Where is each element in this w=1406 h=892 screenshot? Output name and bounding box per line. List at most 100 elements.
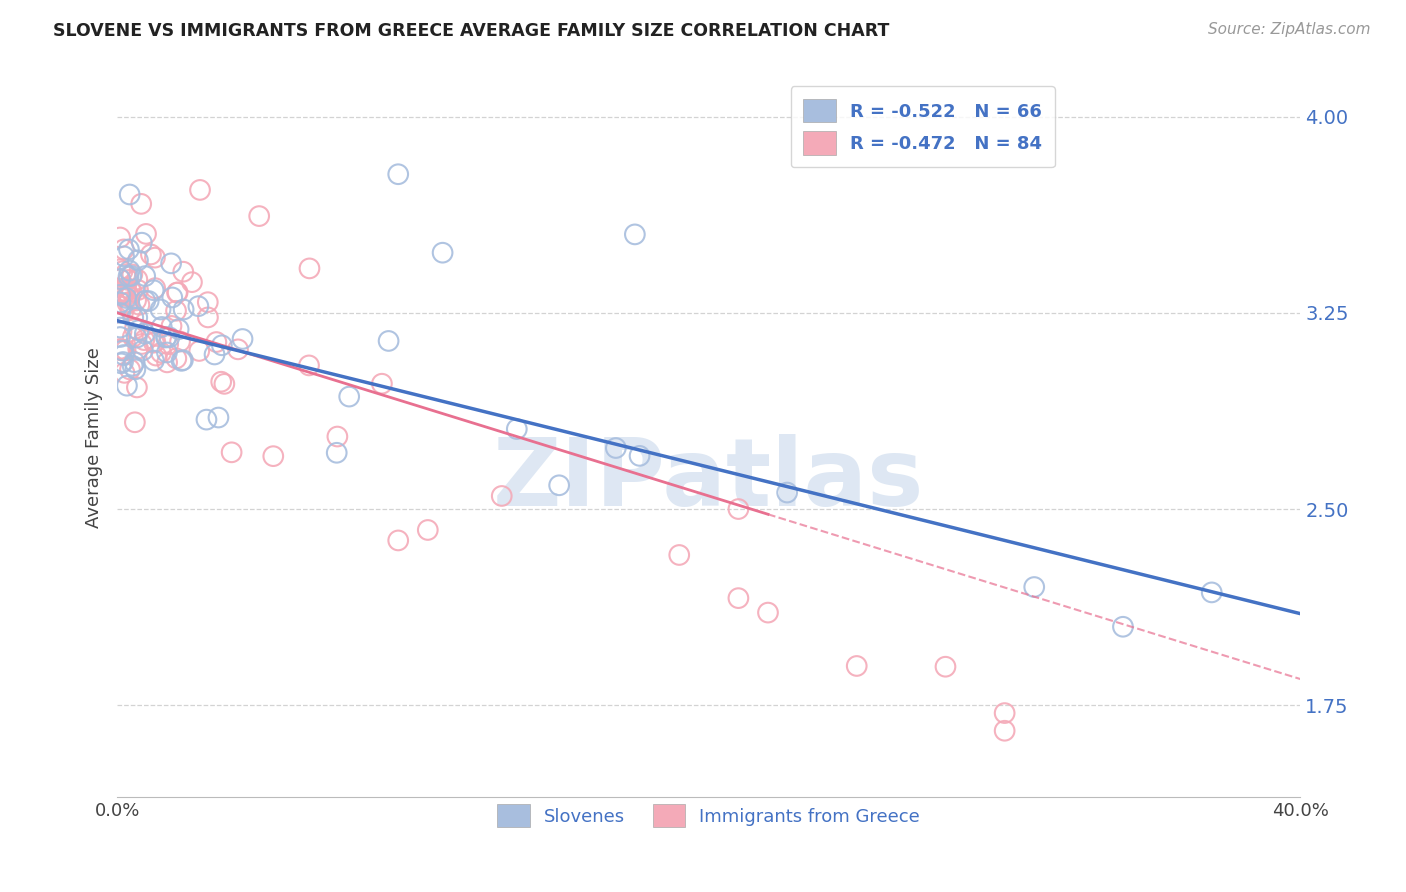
Point (187, 299, 209, 313)
Point (491, 489, 513, 503)
Point (548, 478, 571, 492)
Point (131, 337, 153, 351)
Point (112, 249, 135, 263)
Point (110, 356, 132, 370)
Point (108, 342, 131, 356)
Point (124, 321, 146, 335)
Point (111, 343, 134, 357)
Point (118, 187, 141, 202)
Point (118, 362, 141, 376)
Point (129, 197, 152, 211)
Point (134, 333, 156, 347)
Point (325, 446, 347, 460)
Point (170, 354, 193, 368)
Point (122, 310, 145, 325)
Point (165, 303, 187, 318)
Point (125, 380, 148, 394)
Point (211, 338, 233, 352)
Point (150, 320, 173, 334)
Point (125, 331, 148, 345)
Point (247, 209, 270, 223)
Point (776, 485, 799, 500)
Point (128, 323, 150, 337)
Point (108, 272, 131, 286)
Point (142, 283, 165, 297)
Point (124, 355, 146, 369)
Point (149, 302, 172, 317)
Point (1201, 585, 1223, 599)
Point (117, 269, 139, 284)
Point (221, 445, 243, 459)
Point (727, 591, 749, 606)
Point (155, 330, 177, 344)
Point (934, 659, 956, 673)
Point (143, 251, 166, 265)
Point (195, 412, 218, 426)
Point (120, 303, 142, 318)
Point (197, 295, 219, 310)
Point (127, 310, 149, 325)
Point (150, 345, 173, 359)
Point (181, 275, 204, 289)
Point (605, 441, 627, 455)
Point (207, 410, 229, 425)
Point (143, 334, 166, 349)
Point (124, 415, 146, 429)
Point (128, 298, 150, 312)
Point (127, 253, 149, 268)
Point (197, 310, 219, 325)
Point (628, 449, 651, 463)
Point (135, 227, 157, 241)
Point (387, 167, 409, 181)
Point (214, 376, 236, 391)
Point (112, 243, 135, 257)
Point (387, 533, 409, 548)
Point (125, 293, 148, 308)
Point (139, 247, 162, 261)
Point (226, 343, 249, 357)
Point (416, 523, 439, 537)
Point (115, 378, 138, 392)
Point (160, 318, 183, 333)
Point (121, 330, 143, 344)
Point (1112, 620, 1135, 634)
Point (120, 282, 142, 296)
Point (204, 347, 226, 361)
Point (118, 263, 141, 277)
Point (624, 227, 647, 242)
Point (117, 287, 139, 301)
Point (124, 362, 146, 376)
Point (114, 267, 136, 281)
Point (156, 355, 179, 369)
Point (108, 320, 131, 334)
Point (120, 268, 142, 283)
Point (127, 272, 149, 286)
Text: SLOVENE VS IMMIGRANTS FROM GREECE AVERAGE FAMILY SIZE CORRELATION CHART: SLOVENE VS IMMIGRANTS FROM GREECE AVERAG… (53, 22, 890, 40)
Point (108, 262, 131, 277)
Point (118, 290, 141, 304)
Point (117, 296, 139, 310)
Point (298, 359, 321, 373)
Legend: Slovenes, Immigrants from Greece: Slovenes, Immigrants from Greece (491, 797, 928, 835)
Point (118, 295, 141, 310)
Point (169, 334, 191, 349)
Point (160, 256, 183, 270)
Point (205, 334, 228, 349)
Point (432, 245, 454, 260)
Point (132, 343, 155, 358)
Point (117, 273, 139, 287)
Point (111, 289, 134, 303)
Point (115, 291, 138, 305)
Point (994, 723, 1017, 738)
Point (166, 285, 188, 300)
Point (110, 295, 132, 310)
Point (131, 235, 153, 250)
Point (127, 342, 149, 356)
Point (209, 375, 232, 389)
Text: ZIPatlas: ZIPatlas (494, 434, 925, 526)
Y-axis label: Average Family Size: Average Family Size (86, 347, 103, 527)
Point (377, 334, 399, 348)
Point (111, 343, 134, 358)
Point (108, 306, 131, 320)
Point (121, 285, 143, 299)
